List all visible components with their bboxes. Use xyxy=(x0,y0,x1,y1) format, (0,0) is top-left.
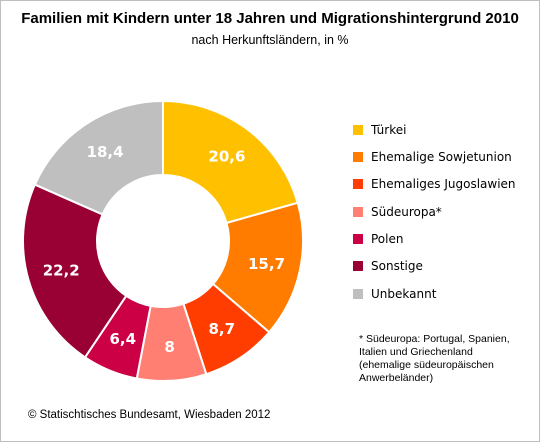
slice-label-ehemaliges-jugoslawien: 8,7 xyxy=(208,320,235,338)
legend-item-sonstige: Sonstige xyxy=(353,255,516,278)
legend-item-ehemalige-sowjetunion: Ehemalige Sowjetunion xyxy=(353,145,516,168)
chart-legend: Türkei Ehemalige Sowjetunion Ehemaliges Ju… xyxy=(353,118,516,310)
legend-label: Unbekannt xyxy=(371,286,437,301)
slice-label-ehemalige-sowjetunion: 15,7 xyxy=(248,255,285,273)
source-credit: © Statischtisches Bundesamt, Wiesbaden 2… xyxy=(28,409,271,421)
legend-item-ehemaliges-jugoslawien: Ehemaliges Jugoslawien xyxy=(353,173,516,196)
legend-item-sudeuropa: Südeuropa* xyxy=(353,200,516,223)
donut-slice-labels: 20,6 15,7 8,7 8 6,4 22,2 18,4 xyxy=(43,143,285,356)
footnote: * Südeuropa: Portugal, Spanien, Italien u… xyxy=(359,333,537,385)
legend-item-turkei: Türkei xyxy=(353,118,516,141)
legend-swatch xyxy=(353,234,363,245)
legend-item-polen: Polen xyxy=(353,228,516,251)
legend-swatch xyxy=(353,206,363,217)
legend-swatch xyxy=(353,179,363,190)
legend-label: Sonstige xyxy=(371,259,423,274)
legend-label: Polen xyxy=(371,232,404,247)
footnote-line: Anwerbeländer) xyxy=(359,372,434,384)
legend-swatch xyxy=(353,261,363,272)
legend-label: Türkei xyxy=(371,122,407,137)
legend-swatch xyxy=(353,151,363,162)
footnote-line: Italien und Griechenland xyxy=(359,346,473,358)
legend-swatch xyxy=(353,124,363,135)
legend-swatch xyxy=(353,288,363,299)
legend-item-unbekannt: Unbekannt xyxy=(353,282,516,305)
slice-turkei xyxy=(162,99,299,225)
legend-label: Südeuropa* xyxy=(371,204,442,219)
legend-label: Ehemalige Sowjetunion xyxy=(371,149,512,164)
slice-label-sonstige: 22,2 xyxy=(43,262,80,280)
legend-label: Ehemaliges Jugoslawien xyxy=(371,177,516,192)
slice-label-polen: 6,4 xyxy=(109,330,136,348)
slice-ehemalige-sowjetunion xyxy=(211,201,304,334)
slice-label-sudeuropa: 8 xyxy=(164,338,174,356)
slice-unbekannt xyxy=(33,99,164,216)
slice-label-unbekannt: 18,4 xyxy=(87,143,124,161)
slice-sonstige xyxy=(22,183,128,359)
donut-slices xyxy=(22,99,304,382)
chart-title: Familien mit Kindern unter 18 Jahren und… xyxy=(21,10,519,27)
slice-label-turkei: 20,6 xyxy=(208,147,245,165)
chart-subtitle: nach Herkunftsländern, in % xyxy=(191,33,349,47)
footnote-line: (ehemalige südeuropäischen xyxy=(359,359,494,371)
footnote-line: * Südeuropa: Portugal, Spanien, xyxy=(359,333,510,345)
